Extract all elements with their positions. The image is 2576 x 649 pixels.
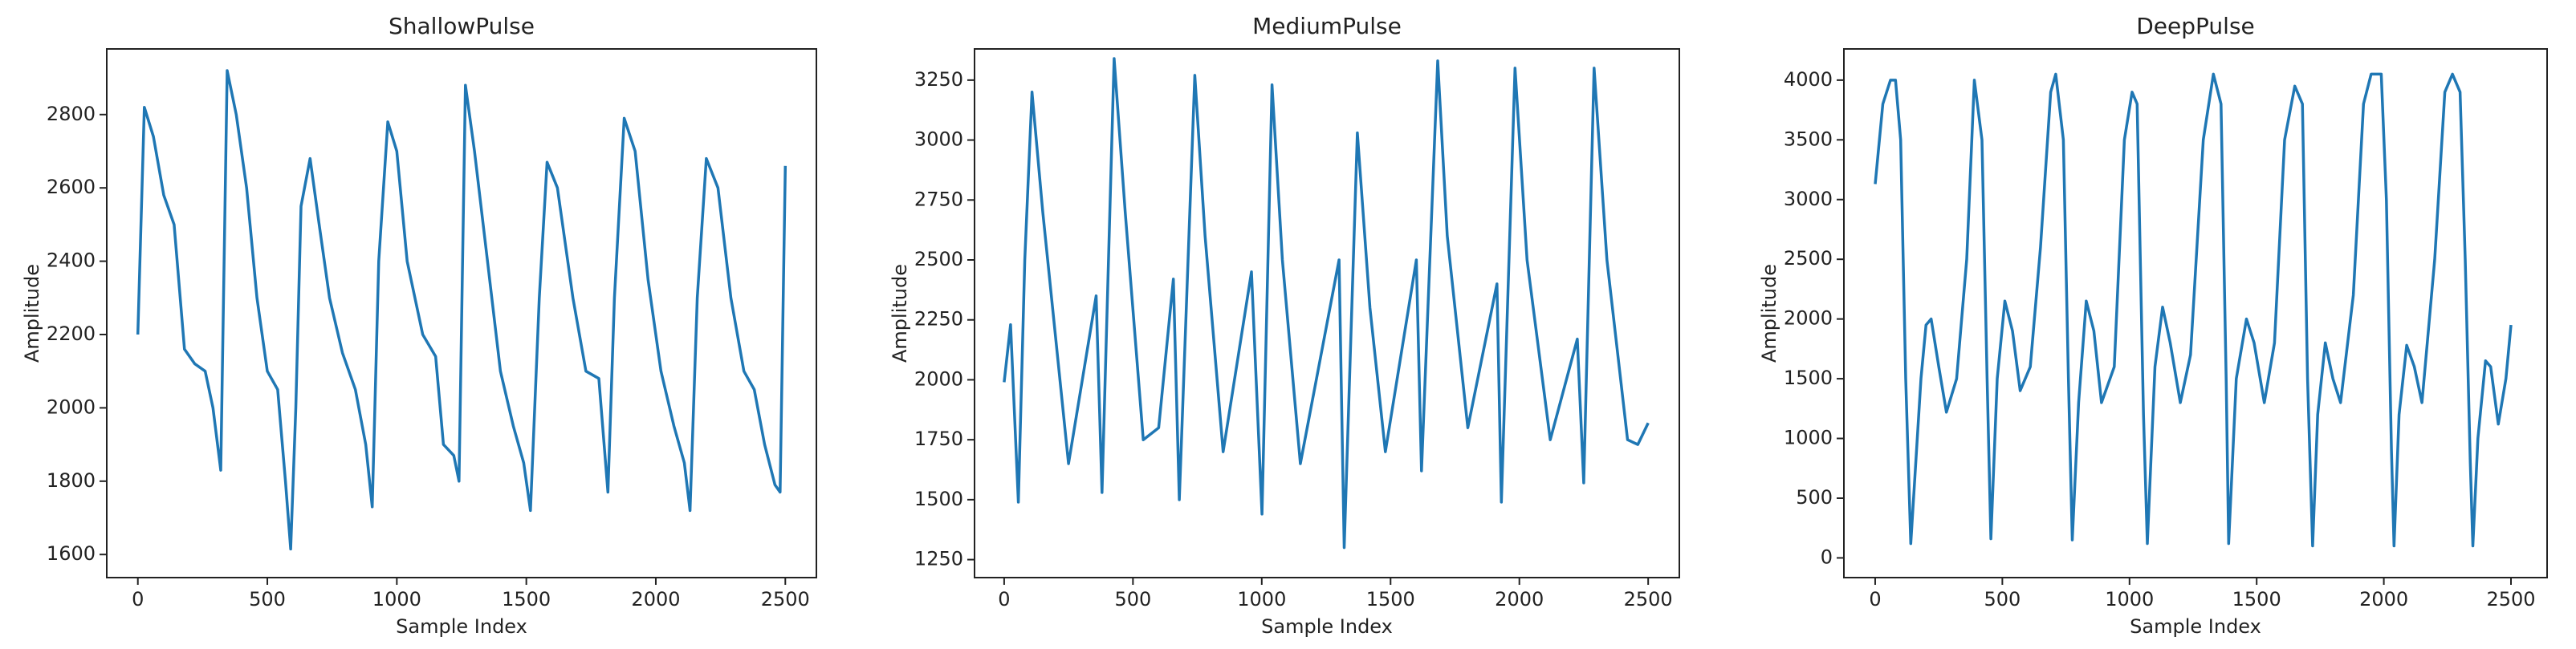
plot-frame	[1843, 48, 2548, 578]
x-axis-label: Sample Index	[396, 615, 527, 638]
y-tick-label: 1600	[47, 542, 96, 565]
x-axis-label: Sample Index	[1261, 615, 1393, 638]
y-tick-label: 2800	[47, 103, 96, 125]
y-tick-label: 3000	[914, 128, 963, 151]
y-tick-label: 2000	[47, 395, 96, 418]
y-tick-label: 500	[1796, 486, 1833, 509]
x-axis-label: Sample Index	[2130, 615, 2261, 638]
chart-title: MediumPulse	[1252, 13, 1402, 39]
y-tick-label: 3250	[914, 68, 963, 91]
x-tick-label: 500	[249, 588, 286, 610]
series-line	[1003, 57, 1650, 550]
series-line	[136, 69, 787, 551]
y-tick-label: 4000	[1784, 68, 1833, 91]
y-tick-label: 1750	[914, 428, 963, 450]
y-tick-label: 2000	[1784, 307, 1833, 330]
x-tick-label: 1000	[1237, 588, 1286, 610]
y-tick-label: 2500	[1784, 247, 1833, 270]
y-tick-label: 2200	[47, 322, 96, 345]
x-tick-label: 0	[998, 588, 1010, 610]
x-tick-label: 0	[132, 588, 144, 610]
x-tick-label: 500	[1114, 588, 1151, 610]
y-tick-label: 2000	[914, 367, 963, 390]
chart-title: DeepPulse	[2136, 13, 2255, 39]
x-tick-label: 1500	[502, 588, 551, 610]
chart-title: ShallowPulse	[389, 13, 535, 39]
y-tick-label: 1500	[914, 488, 963, 510]
plot-frame	[974, 48, 1680, 578]
series-line	[1874, 72, 2513, 548]
y-axis-label: Amplitude	[1758, 264, 1780, 363]
x-tick-label: 1000	[372, 588, 421, 610]
x-tick-label: 1500	[2232, 588, 2281, 610]
x-tick-label: 2000	[631, 588, 680, 610]
y-axis-label: Amplitude	[889, 264, 911, 363]
chart: 0 500 1000 1500 2000 2500 1600 1800 2000 2200 2400…	[21, 13, 817, 638]
x-tick-label: 2000	[2359, 588, 2408, 610]
y-tick-label: 2750	[914, 188, 963, 210]
y-tick-label: 3000	[1784, 188, 1833, 210]
y-tick-label: 1500	[1784, 367, 1833, 389]
y-tick-label: 2600	[47, 176, 96, 198]
y-tick-label: 2500	[914, 248, 963, 270]
x-tick-label: 1000	[2105, 588, 2154, 610]
x-tick-label: 2500	[2486, 588, 2535, 610]
y-tick-label: 1800	[47, 469, 96, 492]
y-tick-label: 2400	[47, 249, 96, 272]
y-tick-label: 2250	[914, 308, 963, 331]
y-axis-label: Amplitude	[21, 264, 43, 363]
y-tick-label: 1000	[1784, 427, 1833, 449]
y-tick-label: 1250	[914, 548, 963, 570]
y-tick-label: 0	[1821, 546, 1833, 568]
x-tick-label: 2500	[761, 588, 810, 610]
x-tick-label: 2000	[1495, 588, 1544, 610]
x-tick-label: 2500	[1624, 588, 1673, 610]
x-tick-label: 500	[1984, 588, 2021, 610]
chart: 0 500 1000 1500 2000 2500 1250 1500 1750 2000 2250…	[889, 13, 1680, 638]
x-tick-label: 1500	[1366, 588, 1415, 610]
plot-frame	[106, 48, 817, 578]
y-tick-label: 3500	[1784, 128, 1833, 150]
chart: 0 500 1000 1500 2000 2500 0 500 1000 1500 2000 2500…	[1758, 13, 2548, 638]
x-tick-label: 0	[1869, 588, 1881, 610]
